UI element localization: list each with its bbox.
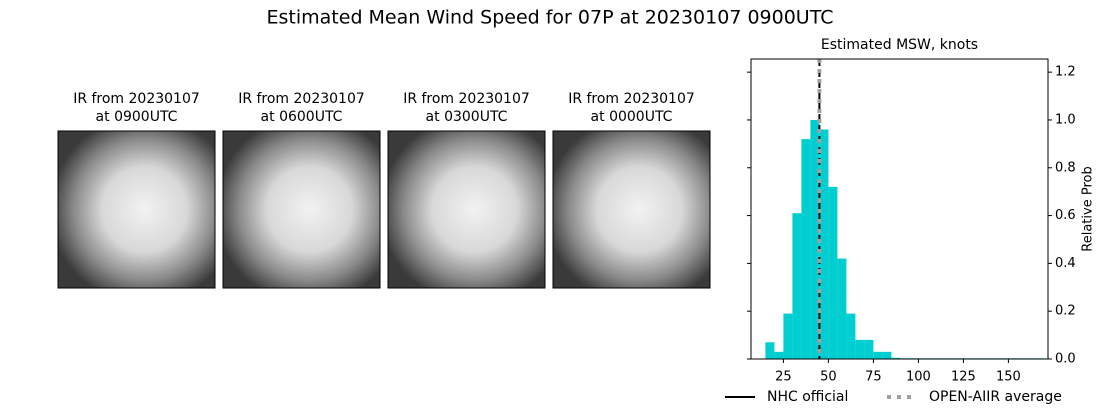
panel-title: at 0000UTC [591,109,673,125]
panel-title: IR from 20230107 [568,91,695,107]
ir-image [552,130,711,289]
bar [873,351,883,359]
bar [792,213,802,359]
y-tick-label: 0.8 [1055,160,1076,175]
legend-label: NHC official [767,389,848,405]
bar [774,351,784,359]
panel-title: at 0900UTC [96,109,178,125]
bar [855,339,865,359]
panel-title: IR from 20230107 [403,91,530,107]
bar [810,119,820,359]
x-tick-label: 100 [906,370,931,385]
ir-image [222,130,381,289]
bar [891,357,901,359]
bar [837,258,847,359]
bar [864,339,874,359]
bar [801,139,811,359]
y-tick-label: 1.0 [1055,112,1076,127]
panel-title: IR from 20230107 [73,91,200,107]
chart-title: Estimated MSW, knots [821,37,978,53]
panel-title: at 0300UTC [426,109,508,125]
bar [882,351,892,359]
ir-image [57,130,216,289]
y-axis-label: Relative Prob [1081,166,1096,251]
panel-title: IR from 20230107 [238,91,365,107]
y-tick-label: 0.6 [1055,208,1076,223]
plot-frame [750,58,1049,360]
y-tick-label: 1.2 [1055,65,1076,80]
legend-label: OPEN-AIIR average [929,389,1062,405]
x-tick-label: 25 [775,370,792,385]
bar [783,313,793,359]
ir-image [387,130,546,289]
y-tick-label: 0.0 [1055,352,1076,367]
figure-title: Estimated Mean Wind Speed for 07P at 202… [267,7,834,29]
x-tick-label: 150 [996,370,1021,385]
panel-title: at 0600UTC [261,109,343,125]
bar [828,186,838,359]
x-tick-label: 125 [951,370,976,385]
bar [846,313,856,359]
x-tick-label: 50 [820,370,837,385]
x-tick-label: 75 [865,370,882,385]
bar [765,342,775,359]
y-tick-label: 0.4 [1055,256,1076,271]
y-tick-label: 0.2 [1055,304,1076,319]
bar [819,129,829,359]
